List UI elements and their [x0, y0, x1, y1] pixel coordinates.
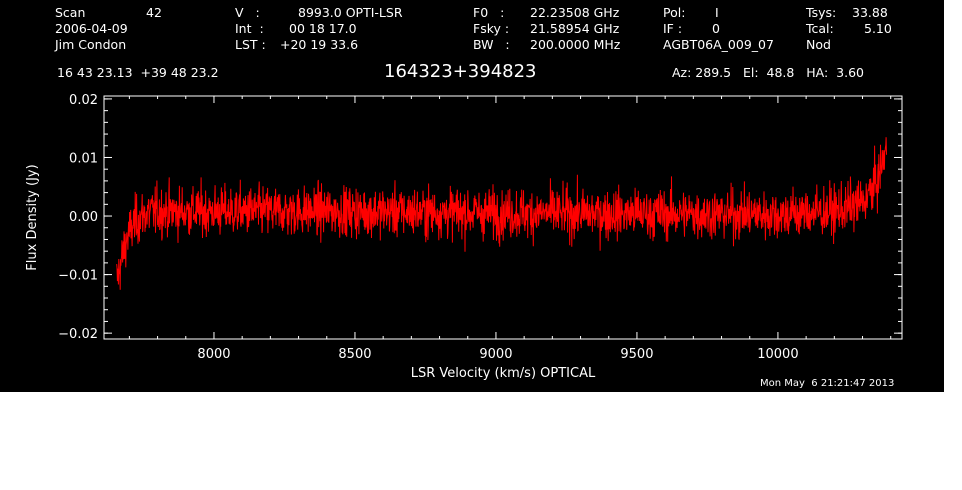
az-el-ha: Az: 289.5 El: 48.8 HA: 3.60: [672, 65, 865, 80]
x-axis: 8000 8500 9000 9500 10000: [128, 96, 892, 362]
observer-name: Jim Condon: [55, 37, 127, 52]
bandwidth-label: BW :: [473, 37, 510, 52]
if-label: IF :: [663, 21, 683, 36]
x-tick-label: 10000: [757, 347, 798, 362]
project-id: AGBT06A_009_07: [663, 37, 774, 52]
tcal-value: 5.10: [864, 21, 892, 36]
rest-frequency-value: 22.23508 GHz: [530, 5, 620, 20]
velocity-value: 8993.0 OPTI-LSR: [298, 5, 403, 20]
velocity-label: V :: [235, 5, 260, 20]
y-tick-label: 0.01: [69, 151, 98, 166]
scan-label: Scan: [55, 5, 86, 20]
plot-frame: [103, 95, 903, 340]
y-tick-label: 0.00: [69, 210, 98, 225]
x-tick-label: 9500: [620, 347, 653, 362]
y-tick-label: −0.02: [58, 327, 98, 342]
polarization-value: I: [715, 5, 719, 20]
y-tick-label: 0.02: [69, 93, 98, 108]
scan-value: 42: [146, 5, 162, 20]
spectrum-series: [116, 137, 887, 290]
plot-timestamp: Mon May 6 21:21:47 2013: [760, 378, 895, 389]
y-axis: 0.02 0.01 0.00 −0.01 −0.02: [58, 93, 902, 342]
polarization-label: Pol:: [663, 5, 686, 20]
tsys-value: 33.88: [852, 5, 888, 20]
source-coordinates: 16 43 23.13 +39 48 23.2: [57, 65, 219, 80]
x-tick-label: 8500: [338, 347, 371, 362]
tsys-label: Tsys:: [806, 5, 837, 20]
rest-frequency-label: F0 :: [473, 5, 505, 20]
observation-date: 2006-04-09: [55, 21, 128, 36]
x-tick-label: 9000: [479, 347, 512, 362]
lst-label: LST :: [235, 37, 266, 52]
sky-frequency-value: 21.58954 GHz: [530, 21, 620, 36]
x-axis-label: LSR Velocity (km/s) OPTICAL: [411, 366, 596, 381]
bandwidth-value: 200.0000 MHz: [530, 37, 621, 52]
spectrum-chart: 8000 8500 9000 9500 10000 0.02 0.01 0.00 −0.01 −…: [25, 93, 903, 381]
y-tick-label: −0.01: [58, 269, 98, 284]
integration-label: Int :: [235, 21, 264, 36]
if-value: 0: [712, 21, 720, 36]
spectrum-line: [116, 137, 887, 290]
observing-mode: Nod: [806, 37, 831, 52]
lst-value: +20 19 33.6: [280, 37, 359, 52]
integration-value: 00 18 17.0: [289, 21, 357, 36]
tcal-label: Tcal:: [806, 21, 834, 36]
source-name: 164323+394823: [384, 61, 537, 82]
sky-frequency-label: Fsky :: [473, 21, 510, 36]
x-tick-label: 8000: [197, 347, 230, 362]
y-axis-label: Flux Density (Jy): [25, 164, 40, 270]
